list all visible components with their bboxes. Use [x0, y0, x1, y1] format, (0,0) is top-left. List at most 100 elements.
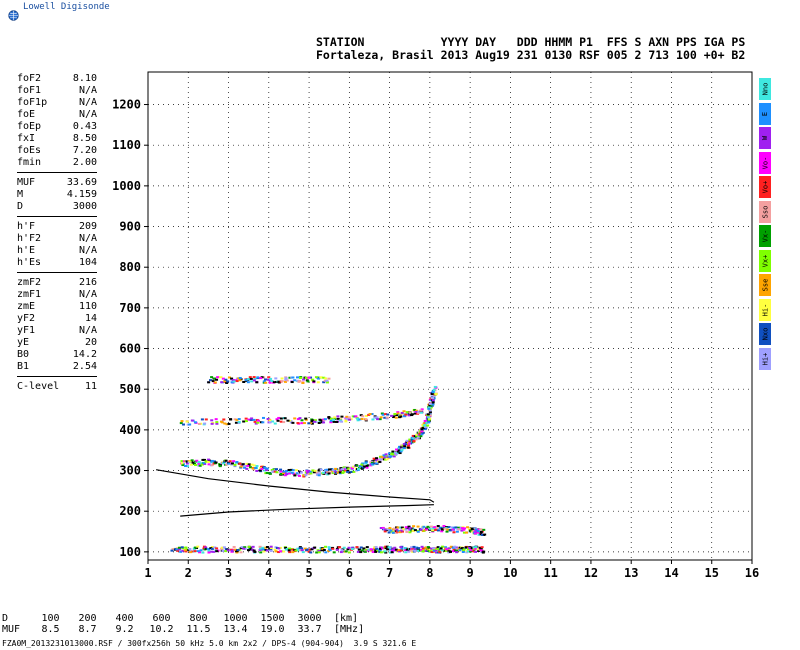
echo-point — [323, 418, 327, 421]
echo-point — [448, 547, 452, 550]
legend-label: Vo- — [761, 156, 769, 169]
echo-point — [233, 418, 237, 421]
echo-point — [395, 528, 399, 531]
echo-point — [188, 551, 192, 554]
echo-point — [193, 462, 197, 465]
echo-point — [432, 395, 436, 398]
parameter-value: 110 — [78, 301, 97, 312]
echo-point — [266, 378, 270, 381]
distance-value: 1000 — [223, 613, 248, 624]
echo-point — [238, 548, 242, 551]
x-tick-label: 13 — [624, 566, 638, 580]
echo-point — [331, 472, 335, 475]
echo-point — [215, 547, 219, 550]
echo-point — [462, 549, 466, 552]
parameter-row: h'F 209 — [17, 221, 97, 233]
echo-point — [442, 524, 446, 527]
echo-point — [335, 420, 339, 423]
echo-point — [381, 413, 385, 416]
muf-value: 11.5 — [186, 624, 211, 635]
echo-point — [219, 376, 223, 379]
echo-point — [188, 548, 192, 551]
y-tick-label: 700 — [119, 301, 141, 315]
echo-point — [296, 376, 300, 379]
echo-point — [413, 412, 417, 415]
legend-item: Nxo — [759, 323, 771, 345]
echo-point — [393, 413, 397, 416]
echo-point — [346, 548, 350, 551]
echo-point — [302, 378, 306, 381]
echo-point — [402, 443, 406, 446]
echo-point — [313, 420, 317, 423]
parameter-label: D — [17, 201, 24, 212]
echo-point — [379, 547, 383, 550]
echo-point — [431, 399, 435, 402]
echo-point — [340, 468, 344, 471]
echo-point — [432, 548, 436, 551]
y-tick-label: 100 — [119, 545, 141, 559]
echo-point — [310, 422, 314, 425]
echo-point — [258, 469, 262, 472]
echo-point — [432, 547, 436, 550]
echo-point — [241, 463, 245, 466]
echo-point — [372, 457, 376, 460]
echo-point — [398, 531, 402, 534]
echo-point — [388, 452, 392, 455]
echo-point — [307, 376, 311, 379]
parameter-label: h'F2 — [17, 233, 42, 244]
echo-point — [399, 526, 403, 529]
echo-point — [375, 547, 379, 550]
echo-point — [407, 525, 411, 528]
echo-point — [384, 413, 388, 416]
echo-point — [436, 546, 440, 549]
echo-point — [223, 380, 227, 383]
distance-value: 200 — [78, 613, 97, 624]
echo-point — [279, 550, 283, 553]
parameter-value: 33.69 — [66, 177, 97, 188]
echo-point — [360, 463, 364, 466]
echo-point — [263, 466, 267, 469]
echo-point — [477, 528, 481, 531]
echo-point — [214, 418, 218, 421]
echo-point — [400, 529, 404, 532]
echo-point — [230, 377, 234, 380]
echo-point — [455, 551, 459, 554]
echo-point — [198, 464, 202, 467]
echo-point — [474, 546, 478, 549]
echo-point — [199, 549, 203, 552]
echo-point — [179, 422, 183, 425]
echo-point — [420, 430, 424, 433]
echo-point — [180, 420, 184, 423]
echo-point — [232, 380, 236, 383]
echo-point — [408, 442, 412, 445]
echo-point — [207, 458, 211, 461]
echo-point — [276, 419, 280, 422]
echo-point — [350, 467, 354, 470]
echo-point — [356, 550, 360, 553]
echo-point — [411, 529, 415, 532]
parameter-value: N/A — [78, 289, 97, 300]
echo-point — [430, 551, 434, 554]
echo-point — [204, 418, 208, 421]
echo-point — [409, 549, 413, 552]
echo-point — [261, 416, 265, 419]
profile-curve — [155, 469, 435, 503]
echo-point — [264, 381, 268, 384]
y-tick-label: 1100 — [112, 138, 141, 152]
echo-point — [179, 550, 183, 553]
echo-point — [447, 526, 451, 529]
echo-point — [379, 416, 383, 419]
parameter-separator — [17, 216, 97, 217]
echo-point — [412, 437, 416, 440]
echo-point — [421, 431, 425, 434]
echo-point — [360, 549, 364, 552]
echo-point — [443, 527, 447, 530]
echo-point — [440, 530, 444, 533]
echo-point — [362, 547, 366, 550]
echo-point — [229, 418, 233, 421]
echo-point — [196, 550, 200, 553]
echo-point — [244, 420, 248, 423]
echo-point — [256, 421, 260, 424]
parameter-separator — [17, 272, 97, 273]
